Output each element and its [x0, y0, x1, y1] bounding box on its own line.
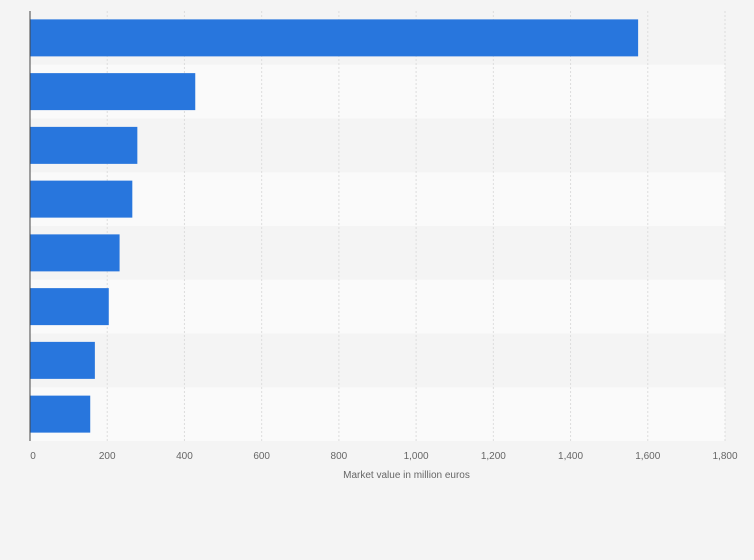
row-bands	[30, 11, 725, 441]
x-axis-title: Market value in million euros	[343, 470, 470, 481]
row-band	[30, 387, 725, 441]
bar	[30, 395, 91, 433]
bar	[30, 341, 95, 379]
x-axis-ticks: 0 200 400 600 800 1,000 1,200 1,400 1,600 1,800	[30, 451, 738, 462]
bar	[30, 180, 133, 218]
x-tick-label: 200	[99, 451, 116, 462]
bar	[30, 288, 109, 326]
x-tick-label: 400	[176, 451, 193, 462]
x-tick-label: 1,800	[712, 451, 737, 462]
x-tick-label: 1,000	[404, 451, 429, 462]
row-band	[30, 118, 725, 173]
x-tick-label: 1,400	[558, 451, 583, 462]
x-tick-label: 0	[30, 451, 36, 462]
row-band	[30, 172, 725, 226]
row-band	[30, 226, 725, 280]
bar	[30, 234, 120, 272]
x-tick-label: 1,200	[481, 451, 506, 462]
row-band	[30, 279, 725, 334]
bars	[30, 19, 639, 433]
row-band	[30, 333, 725, 388]
bar	[30, 19, 639, 57]
bar	[30, 126, 138, 164]
x-tick-label: 800	[331, 451, 348, 462]
x-tick-label: 1,600	[635, 451, 660, 462]
bar	[30, 73, 196, 111]
x-tick-label: 600	[253, 451, 270, 462]
